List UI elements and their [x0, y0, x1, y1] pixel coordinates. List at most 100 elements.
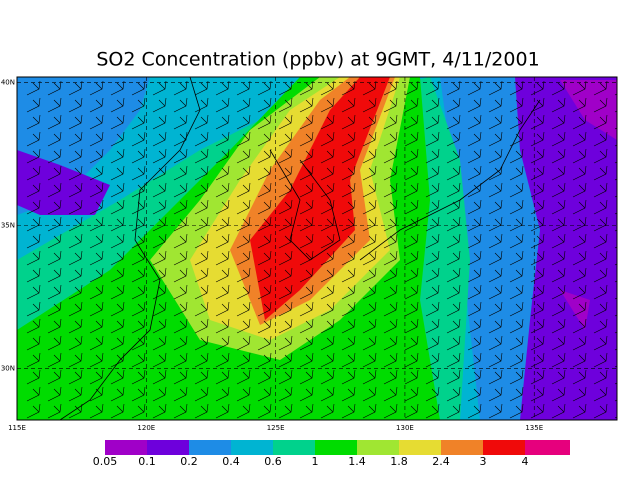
wind-barb [26, 318, 41, 334]
wind-barb [572, 284, 587, 300]
wind-barb [236, 131, 251, 147]
wind-barb [593, 386, 608, 402]
colorbar-swatch [525, 440, 570, 455]
wind-barb [551, 267, 566, 283]
wind-barb [89, 369, 104, 385]
wind-barb [530, 318, 545, 334]
wind-barb [26, 335, 41, 351]
wind-barb [404, 369, 419, 385]
wind-barb [152, 165, 167, 181]
wind-barb [572, 182, 587, 198]
wind-barb [509, 148, 524, 164]
wind-barb [236, 97, 251, 113]
wind-barb [110, 114, 125, 130]
wind-barb [278, 199, 293, 215]
wind-barb [467, 386, 482, 402]
colorbar-swatch [315, 440, 357, 455]
wind-barb [299, 386, 314, 402]
wind-barb [257, 182, 272, 198]
wind-barb [572, 131, 587, 147]
wind-barb [320, 80, 335, 96]
wind-barb [278, 403, 293, 419]
wind-barb [26, 182, 41, 198]
wind-barb [47, 97, 62, 113]
wind-barb [425, 318, 440, 334]
wind-barb [257, 352, 272, 368]
wind-barb [152, 148, 167, 164]
wind-barb [236, 216, 251, 232]
wind-barb [47, 216, 62, 232]
wind-barb [278, 165, 293, 181]
wind-barb [236, 318, 251, 334]
wind-barb [320, 250, 335, 266]
wind-barb [299, 80, 314, 96]
wind-barb [257, 267, 272, 283]
wind-barb [110, 233, 125, 249]
wind-barb [488, 386, 503, 402]
wind-barb [320, 403, 335, 419]
wind-barb [572, 386, 587, 402]
wind-barb [278, 267, 293, 283]
colorbar-swatch [147, 440, 189, 455]
wind-barb [131, 80, 146, 96]
wind-barb [341, 352, 356, 368]
wind-barb [152, 131, 167, 147]
wind-barb [173, 301, 188, 317]
wind-barb [467, 148, 482, 164]
wind-barb [362, 216, 377, 232]
wind-barb [26, 165, 41, 181]
wind-barb [89, 165, 104, 181]
wind-barb [47, 386, 62, 402]
wind-barb [383, 369, 398, 385]
wind-barb [236, 250, 251, 266]
wind-barb [194, 301, 209, 317]
wind-barb [299, 216, 314, 232]
wind-barb [341, 386, 356, 402]
wind-barb [278, 335, 293, 351]
wind-barb [215, 148, 230, 164]
wind-barb [26, 301, 41, 317]
wind-barb [236, 403, 251, 419]
wind-barb [215, 284, 230, 300]
wind-barb [278, 97, 293, 113]
wind-barb [131, 335, 146, 351]
wind-barb [68, 114, 83, 130]
wind-barb [446, 131, 461, 147]
wind-barb [530, 80, 545, 96]
wind-barb [215, 182, 230, 198]
wind-barb [299, 318, 314, 334]
colorbar-label: 0.1 [138, 455, 156, 468]
wind-barb [572, 369, 587, 385]
wind-barb [488, 369, 503, 385]
wind-barb [47, 403, 62, 419]
wind-barb [530, 301, 545, 317]
wind-barb [131, 131, 146, 147]
wind-barb [467, 250, 482, 266]
wind-barb [131, 148, 146, 164]
wind-barb [257, 386, 272, 402]
wind-barb [215, 386, 230, 402]
wind-barb [509, 369, 524, 385]
wind-barb [173, 216, 188, 232]
wind-barb [68, 335, 83, 351]
wind-barb [341, 182, 356, 198]
wind-barb [425, 403, 440, 419]
wind-barb [341, 318, 356, 334]
wind-barb [551, 284, 566, 300]
wind-barb [551, 199, 566, 215]
wind-barb [173, 318, 188, 334]
field [515, 77, 617, 420]
wind-barb [131, 403, 146, 419]
wind-barb [446, 403, 461, 419]
colorbar-label: 1.8 [390, 455, 408, 468]
wind-barb [173, 335, 188, 351]
wind-barb [425, 97, 440, 113]
wind-barb [236, 233, 251, 249]
wind-barb [320, 114, 335, 130]
wind-barb [362, 301, 377, 317]
wind-barb [488, 403, 503, 419]
wind-barb [89, 80, 104, 96]
wind-barb [110, 284, 125, 300]
colorbar-label: 2.4 [432, 455, 450, 468]
wind-barb [593, 148, 608, 164]
